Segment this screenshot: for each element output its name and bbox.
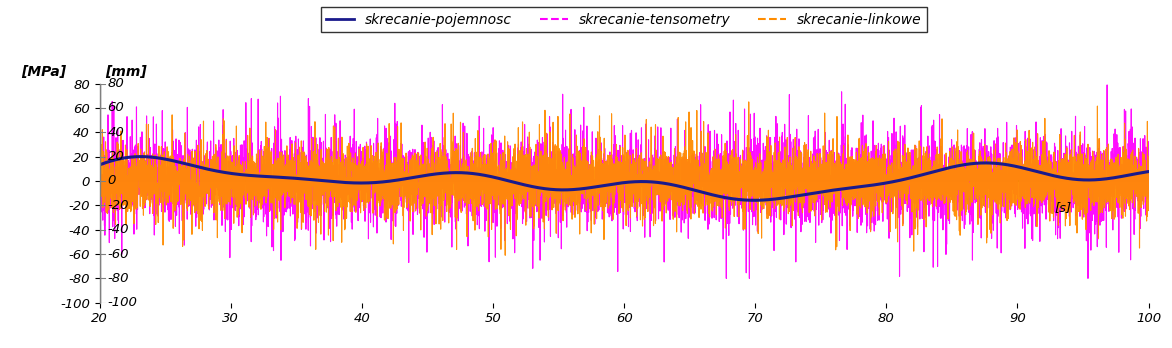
Text: [mm]: [mm] (104, 65, 146, 79)
Text: -60: -60 (108, 247, 129, 261)
Text: -80: -80 (108, 272, 129, 285)
Text: -40: -40 (108, 223, 129, 236)
Text: 60: 60 (108, 101, 124, 114)
Text: 40: 40 (108, 126, 124, 139)
Legend: skrecanie-pojemnosc, skrecanie-tensometry, skrecanie-linkowe: skrecanie-pojemnosc, skrecanie-tensometr… (321, 7, 927, 32)
Text: 80: 80 (108, 77, 124, 90)
Text: [s]: [s] (1055, 201, 1072, 214)
Text: [MPa]: [MPa] (21, 65, 66, 79)
Text: 0: 0 (108, 174, 116, 188)
Text: -20: -20 (108, 199, 129, 212)
Text: -100: -100 (108, 296, 137, 309)
Text: 20: 20 (108, 150, 124, 163)
